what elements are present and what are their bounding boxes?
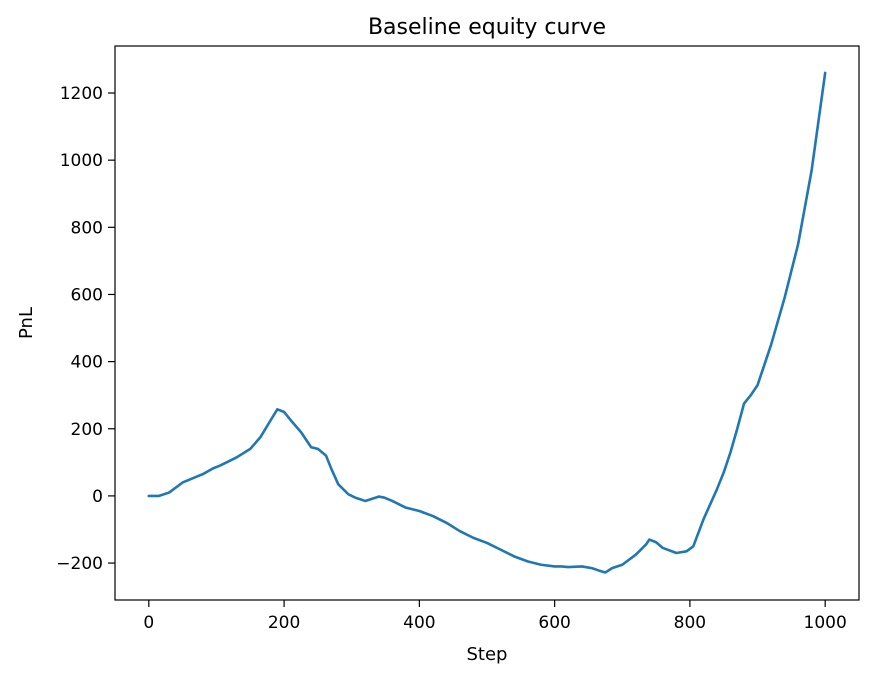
plot-frame [114,45,860,601]
x-tick-label: 0 [143,613,154,633]
x-tick-label: 1000 [804,613,847,633]
x-axis-label: Step [467,644,508,665]
x-tick-label: 400 [403,613,435,633]
x-tick-label: 600 [538,613,570,633]
x-tick-label: 200 [268,613,300,633]
y-tick-label: 1200 [60,84,103,104]
y-tick-label: 0 [92,487,103,507]
y-tick-label: 200 [71,420,103,440]
y-tick-label: 1000 [60,151,103,171]
y-tick-label: 600 [71,285,103,305]
x-axis: 0 200 400 600 800 1000 [143,600,847,633]
plot-area [147,71,827,574]
y-tick-label: −200 [56,554,103,574]
y-axis-label: PnL [16,307,37,339]
x-tick-label: 800 [674,613,706,633]
series-line [147,71,827,574]
chart-title: Baseline equity curve [368,15,606,40]
y-tick-label: 400 [71,353,103,373]
y-tick-label: 800 [71,218,103,238]
y-axis: −200 0 200 400 600 800 1000 1200 [56,84,115,574]
